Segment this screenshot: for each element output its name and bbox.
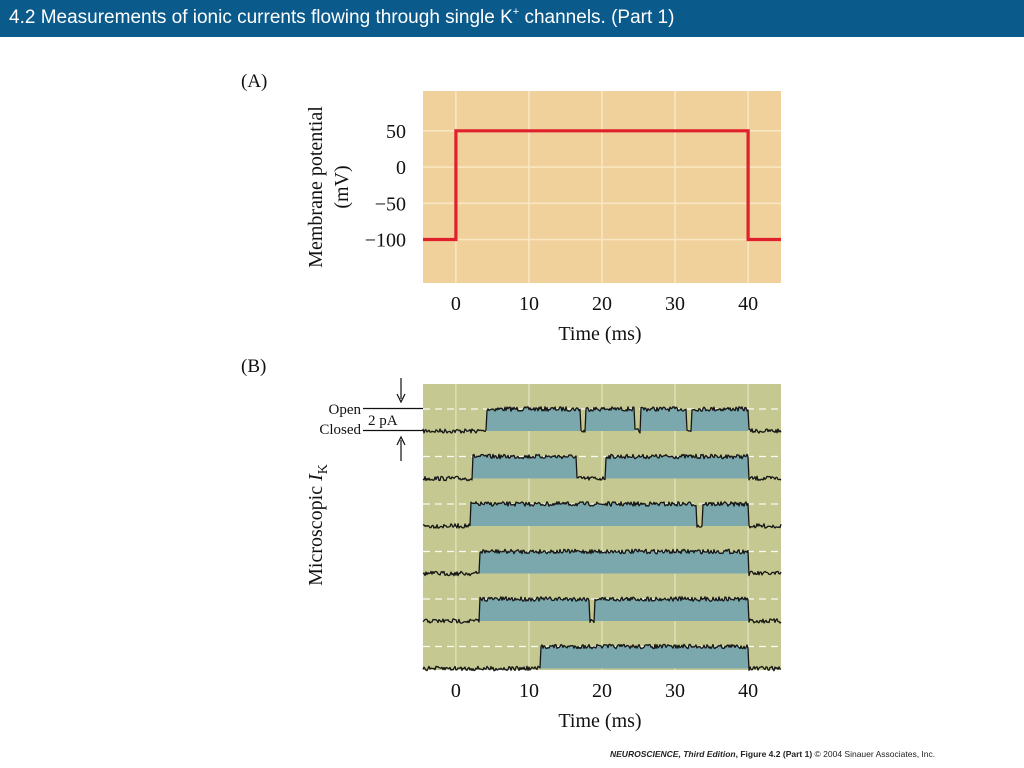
single-channel-trace <box>422 596 782 624</box>
slide-title-superscript: + <box>512 6 520 18</box>
panel-a-trace-group <box>423 129 781 242</box>
x-tick-label: 30 <box>665 680 685 702</box>
x-tick-label: 40 <box>738 293 758 315</box>
channel-opening-fill <box>486 406 581 431</box>
channel-opening-fill <box>640 406 686 431</box>
x-tick-label: 10 <box>519 293 539 315</box>
panel-b-chart: 0 10 20 30 40 Time (ms) Microscopic IK Open … <box>305 378 782 732</box>
channel-opening-fill <box>472 454 577 479</box>
down-arrow-icon <box>396 393 406 404</box>
credit-figure: , Figure 4.2 (Part 1) <box>735 749 813 759</box>
panel-a-y-ticks: 50 0 −50 −100 <box>365 121 406 252</box>
channel-opening-fill <box>594 596 749 621</box>
slide-title-main: 4.2 Measurements of ionic currents flowi… <box>9 7 513 28</box>
slide-title-bar: 4.2 Measurements of ionic currents flowi… <box>0 0 1024 37</box>
panel-b-label: (B) <box>241 356 266 377</box>
channel-opening-fill <box>585 406 635 431</box>
single-channel-trace <box>422 501 782 529</box>
panel-b-traces <box>422 406 782 672</box>
open-label: Open <box>329 402 362 418</box>
panel-b-x-ticks: 0 10 20 30 40 <box>451 680 758 702</box>
channel-opening-fill <box>691 406 749 431</box>
panel-b-y-label: Microscopic IK <box>305 464 331 586</box>
single-channel-trace <box>422 643 782 672</box>
panel-b-y-label-main: Microscopic <box>305 481 327 586</box>
channel-opening-fill <box>540 644 749 669</box>
panel-a-x-label: Time (ms) <box>558 323 641 345</box>
panel-a-chart: 500−50−100 0 10 20 30 40 Membrane potential … <box>305 91 781 345</box>
slide-title: 4.2 Measurements of ionic currents flowi… <box>9 6 675 29</box>
up-arrow-icon <box>396 435 406 446</box>
channel-opening-fill <box>470 501 697 526</box>
x-tick-label: 0 <box>451 293 461 315</box>
channel-opening-fill <box>702 501 749 526</box>
panel-b-y-label-italic: I <box>305 473 327 482</box>
channel-opening-fill <box>479 596 590 621</box>
x-tick-label: 30 <box>665 293 685 315</box>
x-tick-label: 20 <box>592 680 612 702</box>
x-tick-label: 40 <box>738 680 758 702</box>
panel-b-x-label: Time (ms) <box>558 710 641 732</box>
panel-a-label: (A) <box>241 71 267 92</box>
panel-a-y-label-line2: (mV) <box>331 165 353 208</box>
figure-credit: NEUROSCIENCE, Third Edition, Figure 4.2 … <box>610 749 935 759</box>
panel-b-y-label-subscript: K <box>316 464 331 474</box>
single-channel-trace <box>422 453 782 482</box>
channel-opening-fill <box>479 549 749 574</box>
scale-annotation: Open Closed 2 pA <box>319 378 423 461</box>
panel-a-y-label-line1: Membrane potential <box>305 106 327 268</box>
slide-title-tail: channels. (Part 1) <box>519 7 675 28</box>
panel-a-x-ticks: 0 10 20 30 40 <box>451 293 758 315</box>
x-tick-label: 20 <box>592 293 612 315</box>
y-tick-label: −50 <box>375 193 406 215</box>
y-tick-label: −100 <box>365 230 406 252</box>
single-channel-trace <box>422 548 782 577</box>
y-tick-label: 0 <box>396 157 406 179</box>
x-tick-label: 10 <box>519 680 539 702</box>
scale-bar-label: 2 pA <box>368 413 398 429</box>
voltage-step-trace <box>423 129 781 242</box>
y-tick-label: 50 <box>386 121 406 143</box>
single-channel-trace <box>422 406 782 434</box>
x-tick-label: 0 <box>451 680 461 702</box>
credit-copyright: © 2004 Sinauer Associates, Inc. <box>812 749 936 759</box>
closed-label: Closed <box>319 422 361 438</box>
credit-book: NEUROSCIENCE, Third Edition <box>610 749 736 759</box>
channel-opening-fill <box>605 454 749 479</box>
